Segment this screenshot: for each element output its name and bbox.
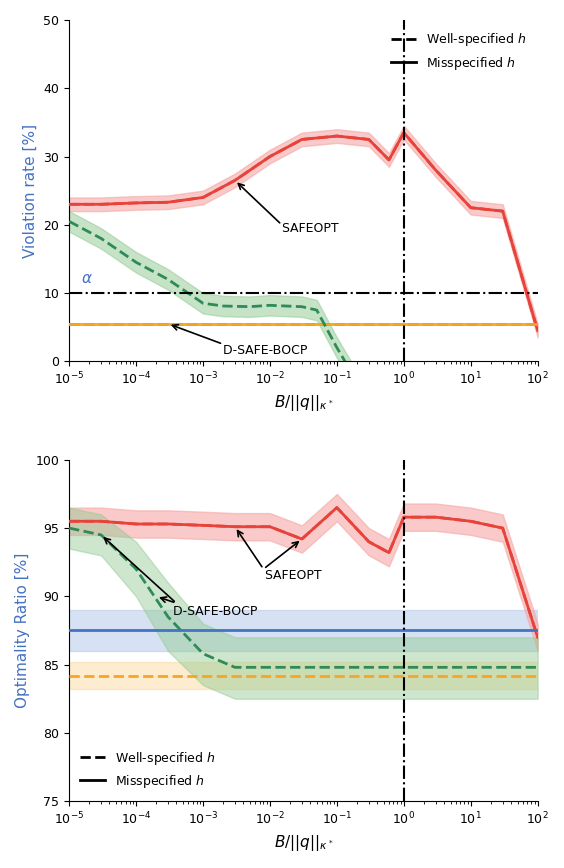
X-axis label: $B/||q||_{\kappa^*}$: $B/||q||_{\kappa^*}$ — [274, 833, 333, 853]
Bar — [69, 662, 537, 689]
Y-axis label: Violation rate [%]: Violation rate [%] — [23, 123, 38, 258]
Y-axis label: Optimality Ratio [%]: Optimality Ratio [%] — [15, 553, 30, 708]
Text: D-S​AFE-B​OCP: D-S​AFE-B​OCP — [223, 345, 307, 358]
Bar — [69, 610, 537, 651]
Legend: Well-specified $h$, Misspecified $h$: Well-specified $h$, Misspecified $h$ — [76, 745, 221, 795]
X-axis label: $B/||q||_{\kappa^*}$: $B/||q||_{\kappa^*}$ — [274, 393, 333, 413]
Text: S​AFEO​PT: S​AFEO​PT — [282, 221, 338, 234]
Text: S​AFEO​PT: S​AFEO​PT — [265, 569, 322, 582]
Text: $\alpha$: $\alpha$ — [81, 271, 93, 286]
Legend: Well-specified $h$, Misspecified $h$: Well-specified $h$, Misspecified $h$ — [386, 26, 531, 76]
Text: D-S​AFE-B​OCP: D-S​AFE-B​OCP — [173, 606, 257, 619]
